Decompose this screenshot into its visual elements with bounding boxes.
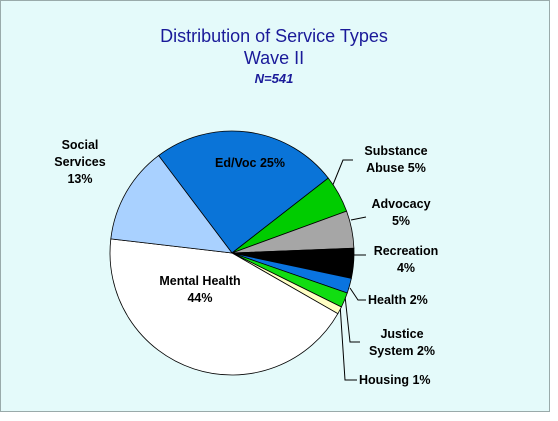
category-label: Justice System — [368, 327, 424, 358]
pie-slice — [158, 130, 329, 254]
annotation: N=541 — [254, 71, 294, 86]
pie-slice — [110, 155, 233, 254]
value-label: 25% — [259, 156, 285, 170]
slice-label: Advocacy 5% — [366, 196, 436, 230]
value-label: 2% — [409, 293, 428, 307]
category-label: Advocacy — [371, 197, 431, 211]
leader-line — [339, 303, 357, 381]
leader-line — [329, 159, 353, 193]
category-label: Housing — [359, 373, 409, 387]
slice-label: Housing 1% — [359, 372, 449, 389]
slice-label: Mental Health 44% — [150, 273, 250, 307]
leader-line — [349, 287, 366, 301]
value-label: 44% — [187, 291, 213, 305]
slice-label: Justice System 2% — [362, 326, 442, 360]
leader-line — [344, 295, 360, 343]
chart-title: Distribution of Service Types — [160, 26, 388, 46]
category-label: Ed/Voc — [215, 156, 257, 170]
chart-subtitle: Wave II — [243, 48, 305, 68]
category-label: Substance Abuse — [364, 144, 428, 175]
value-label: 4% — [396, 261, 416, 275]
slice-label: Recreation 4% — [366, 243, 446, 277]
slice-label: Social Services 13% — [48, 137, 112, 188]
leader-line — [350, 216, 367, 221]
value-label: 1% — [412, 373, 431, 387]
slice-label: Substance Abuse 5% — [356, 143, 436, 177]
value-label: 13% — [67, 172, 93, 186]
category-label: Health — [368, 293, 407, 307]
value-label: 5% — [407, 161, 426, 175]
slice-label: Ed/Voc 25% — [200, 155, 300, 172]
value-label: 5% — [391, 214, 411, 228]
pie-slice — [109, 238, 339, 376]
category-label: Social Services — [54, 138, 106, 169]
slice-label: Health 2% — [368, 292, 448, 309]
leader-lines — [329, 159, 367, 381]
category-label: Mental Health — [159, 274, 241, 288]
category-label: Recreation — [373, 244, 439, 258]
value-label: 2% — [416, 344, 436, 358]
